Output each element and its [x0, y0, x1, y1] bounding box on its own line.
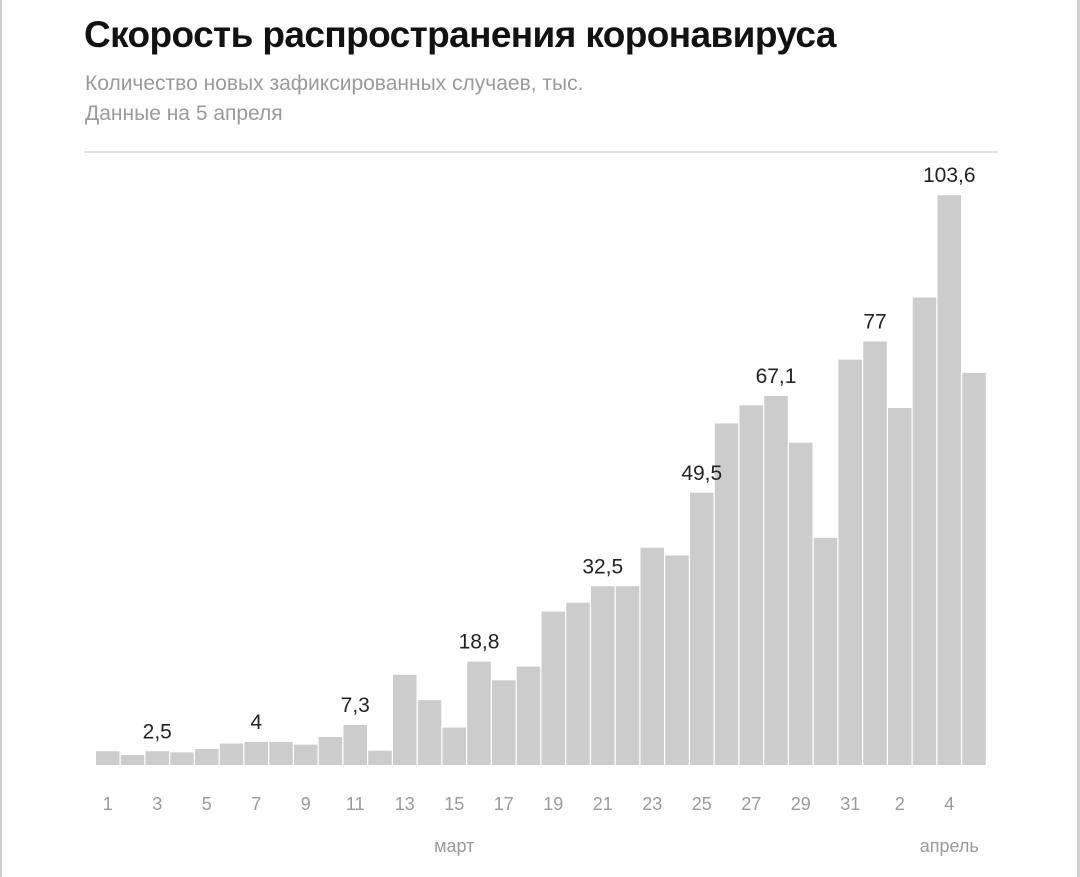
value-label: 77	[863, 311, 886, 334]
x-tick-label: 7	[251, 794, 261, 814]
x-tick-label: 25	[692, 794, 712, 814]
bar-28	[764, 395, 788, 765]
value-labels-group: 2,5 4 7,3 18,8 32,5 49,5 67,1 77 103,6	[143, 164, 976, 743]
bar-26	[714, 423, 739, 765]
value-label: 32,5	[582, 555, 623, 578]
bar-3	[145, 751, 169, 765]
x-tick-label: 23	[642, 794, 662, 814]
x-tick-label: 9	[301, 794, 311, 814]
value-label: 18,8	[459, 631, 500, 654]
value-label: 67,1	[756, 365, 797, 388]
chart-date-note: Данные на 5 апреля	[85, 102, 283, 125]
x-tick-label: 11	[346, 794, 365, 814]
bar-7	[244, 741, 268, 765]
bar-22	[615, 586, 640, 765]
bar-17	[492, 680, 516, 765]
header-divider	[84, 151, 998, 153]
value-label: 2,5	[143, 720, 172, 743]
x-tick-label: 5	[202, 794, 212, 814]
x-tick-label: 21	[593, 794, 613, 814]
bar-20	[566, 602, 590, 765]
bar-10	[318, 736, 343, 765]
x-tick-label: 27	[741, 794, 761, 814]
x-tick-label: 17	[494, 794, 514, 814]
x-tick-label: 29	[791, 794, 811, 814]
bar-21	[591, 586, 615, 765]
bars-group	[96, 195, 986, 765]
bar-16	[467, 661, 491, 765]
bar-34	[912, 297, 937, 765]
bar-19	[541, 611, 565, 765]
chart-title: Скорость распространения коронавируса	[84, 14, 836, 55]
bar-13	[393, 674, 417, 765]
frame-right-edge	[1077, 0, 1080, 877]
bar-23	[640, 547, 664, 765]
bar-9	[294, 744, 318, 765]
bar-32	[863, 341, 887, 765]
bar-25	[690, 492, 714, 765]
bar-12	[368, 750, 392, 765]
bar-31	[838, 359, 862, 765]
bar-4	[170, 752, 194, 765]
bar-6	[219, 743, 244, 765]
bar-35	[937, 195, 961, 765]
bar-24	[665, 555, 689, 765]
value-label: 49,5	[681, 462, 722, 485]
bar-1	[96, 751, 120, 765]
x-tick-label: 2	[895, 794, 905, 814]
bar-29	[789, 442, 813, 765]
x-tick-label: 19	[543, 794, 563, 814]
x-tick-label: 31	[840, 794, 860, 814]
month-labels-group: март апрель	[434, 836, 979, 856]
bar-33	[888, 408, 912, 765]
bar-5	[195, 749, 219, 765]
bar-18	[516, 666, 541, 765]
month-label: март	[434, 836, 474, 856]
bar-15	[442, 727, 466, 765]
x-tick-label: 1	[103, 794, 113, 814]
x-tick-label: 15	[444, 794, 464, 814]
value-label: 4	[250, 711, 262, 734]
bar-36	[962, 372, 986, 765]
bar-30	[813, 537, 838, 765]
bar-27	[739, 405, 763, 765]
x-tick-label: 4	[944, 794, 954, 814]
bar-14	[417, 700, 442, 765]
chart-subtitle: Количество новых зафиксированных случаев…	[85, 72, 584, 95]
bar-11	[343, 724, 367, 765]
month-label: апрель	[920, 836, 979, 856]
x-tick-label: 3	[152, 794, 162, 814]
value-label: 103,6	[923, 164, 976, 187]
bar-2	[120, 755, 145, 765]
bar-8	[269, 741, 293, 765]
value-label: 7,3	[341, 694, 370, 717]
frame-left-edge	[0, 0, 2, 877]
x-axis-ticks-group: 1 3 5 7 9 11 13 15 17 19 21 23 25 27 29 31 2 4	[103, 794, 955, 814]
x-tick-label: 13	[395, 794, 415, 814]
